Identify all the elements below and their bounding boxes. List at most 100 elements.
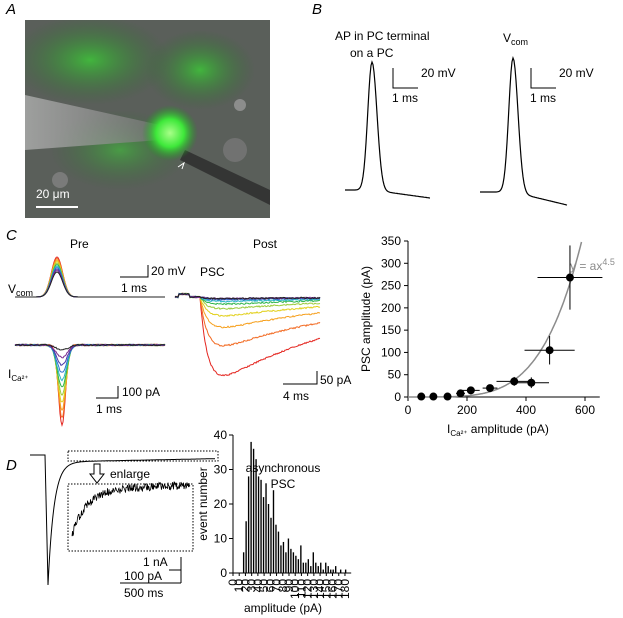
bar [295,555,297,573]
x-tick-label: 0 [405,403,412,417]
point [456,389,465,398]
panel-label: D [6,457,17,474]
bar [242,552,245,573]
bar [302,562,305,573]
scale-label: 20 mV [559,66,594,80]
bar [310,566,312,573]
text: I [8,367,11,381]
x-tick-label: 0 [226,579,240,586]
x-tick-label: 110 [294,579,308,598]
bar [339,569,342,573]
text: y = ax [570,259,602,273]
bar [290,548,292,573]
y-tick-label: 200 [381,301,401,315]
bar [265,483,267,573]
point [545,346,554,355]
trace [14,343,166,373]
trace-title: AP in PC terminal [335,29,429,43]
bar [300,545,302,573]
bar [344,569,347,573]
scale-label: 4 ms [283,389,309,403]
y-tick-label: 250 [381,279,401,293]
bar [245,521,247,573]
zoom-box [67,450,219,462]
scale-label: 1 nA [143,555,168,569]
bar [250,441,252,573]
text: com [511,37,528,47]
point [527,378,536,387]
bar [282,541,285,573]
scale-bar [120,557,182,584]
text: V [8,282,16,296]
bar [267,504,270,573]
chart-title: asynchronous [246,461,321,475]
x-tick-label: 130 [307,579,321,599]
point [429,392,438,401]
trace-title: PSC [200,265,225,279]
bar [307,559,310,573]
trace [174,292,321,347]
x-tick-label: 10 [232,579,246,593]
point [417,392,426,401]
text: amplitude (pA) [467,422,548,436]
x-tick-label: 50 [257,579,271,593]
x-tick-label: 70 [270,579,284,593]
y-tick-label: 0 [220,566,227,580]
trace [345,60,431,199]
panel-label: B [312,1,322,18]
y-tick-label: 20 [214,497,228,511]
x-tick-label: 100 [288,579,302,599]
x-tick-label: 140 [313,579,327,599]
bar [252,448,255,573]
bar [272,490,275,573]
x-tick-label: 150 [319,579,333,599]
bar [320,562,322,573]
x-tick-label: 30 [245,579,259,593]
bar [317,566,319,573]
arrow [88,463,106,484]
x-tick-label: 160 [326,579,340,599]
x-tick-label: 180 [338,579,352,599]
x-tick-label: 400 [516,403,536,417]
scale-label: 20 mV [151,264,186,278]
fit-curve [408,241,583,398]
trace [14,343,166,351]
text: Ca²⁺ [11,374,28,383]
trace-title: ICa²⁺ [8,367,28,383]
bar [255,459,257,573]
trace [174,292,321,377]
trace-title: on a PC [350,46,394,60]
trace [174,292,321,310]
y-tick-label: 100 [381,345,401,359]
bar [332,569,334,573]
scale-label: 1 ms [121,281,147,295]
trace [14,343,166,388]
y-tick-label: 50 [388,368,402,382]
bar [270,517,272,573]
trace [14,343,166,366]
bar [275,524,277,573]
point [466,386,475,395]
scale-label: 100 pA [124,569,162,583]
y-tick-label: 350 [381,234,401,248]
x-tick-label: 90 [282,579,296,593]
x-tick-label: 120 [301,579,315,599]
trace-title: Vcom [503,31,528,47]
bar [315,562,317,573]
micrograph [25,20,270,218]
x-tick-label: 80 [276,579,290,593]
y-tick-label: 150 [381,323,401,337]
x-axis-label: ICa²⁺ amplitude (pA) [447,422,549,438]
inset-box [67,483,194,552]
column-title: Pre [70,237,89,251]
bar [277,531,280,573]
scale-label: 20 μm [36,187,70,201]
bar [262,497,265,573]
trace [15,271,165,298]
point [510,377,519,386]
bar [325,562,327,573]
y-tick-label: 40 [214,428,228,442]
x-axis-label: amplitude (pA) [244,601,322,615]
trace-title: Vcom [8,282,33,298]
